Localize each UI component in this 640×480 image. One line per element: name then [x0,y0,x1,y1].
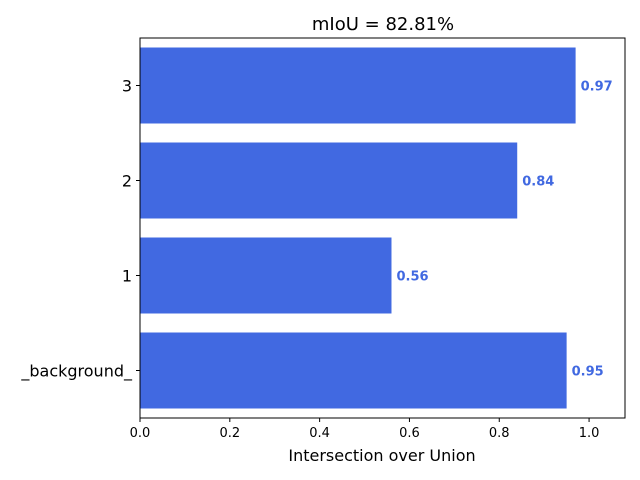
bar-2 [140,142,518,219]
x-tick-label-0.2: 0.2 [219,426,240,441]
value-labels-layer: 0.95 0.56 0.84 0.97 [396,80,612,380]
x-tick-label-0.0: 0.0 [130,426,151,441]
plot-frame [139,37,626,419]
x-tick-label-1.0: 1.0 [579,426,600,441]
x-tick-label-0.8: 0.8 [489,426,510,441]
bar-3 [140,47,576,124]
y-tick-label-_background_: _background_ [20,362,133,382]
bar-1 [140,237,392,314]
x-tick-label-0.4: 0.4 [309,426,330,441]
chart-title: mIoU = 82.81% [312,14,454,35]
value-label-1: 0.56 [396,270,428,285]
y-tick-label-2: 2 [122,172,132,191]
axes-layer: _background_ 1 2 3 0.0 0.2 0.4 0.6 0.8 1.0 [20,37,626,441]
y-tick-label-1: 1 [122,267,132,286]
value-label-_background_: 0.95 [572,365,604,380]
x-tick-label-0.6: 0.6 [399,426,420,441]
y-tick-label-3: 3 [122,77,132,96]
bar-_background_ [140,332,567,409]
bars-layer [140,47,576,409]
value-label-3: 0.97 [581,80,613,95]
x-axis-title: Intersection over Union [288,446,475,465]
value-label-2: 0.84 [522,175,554,190]
